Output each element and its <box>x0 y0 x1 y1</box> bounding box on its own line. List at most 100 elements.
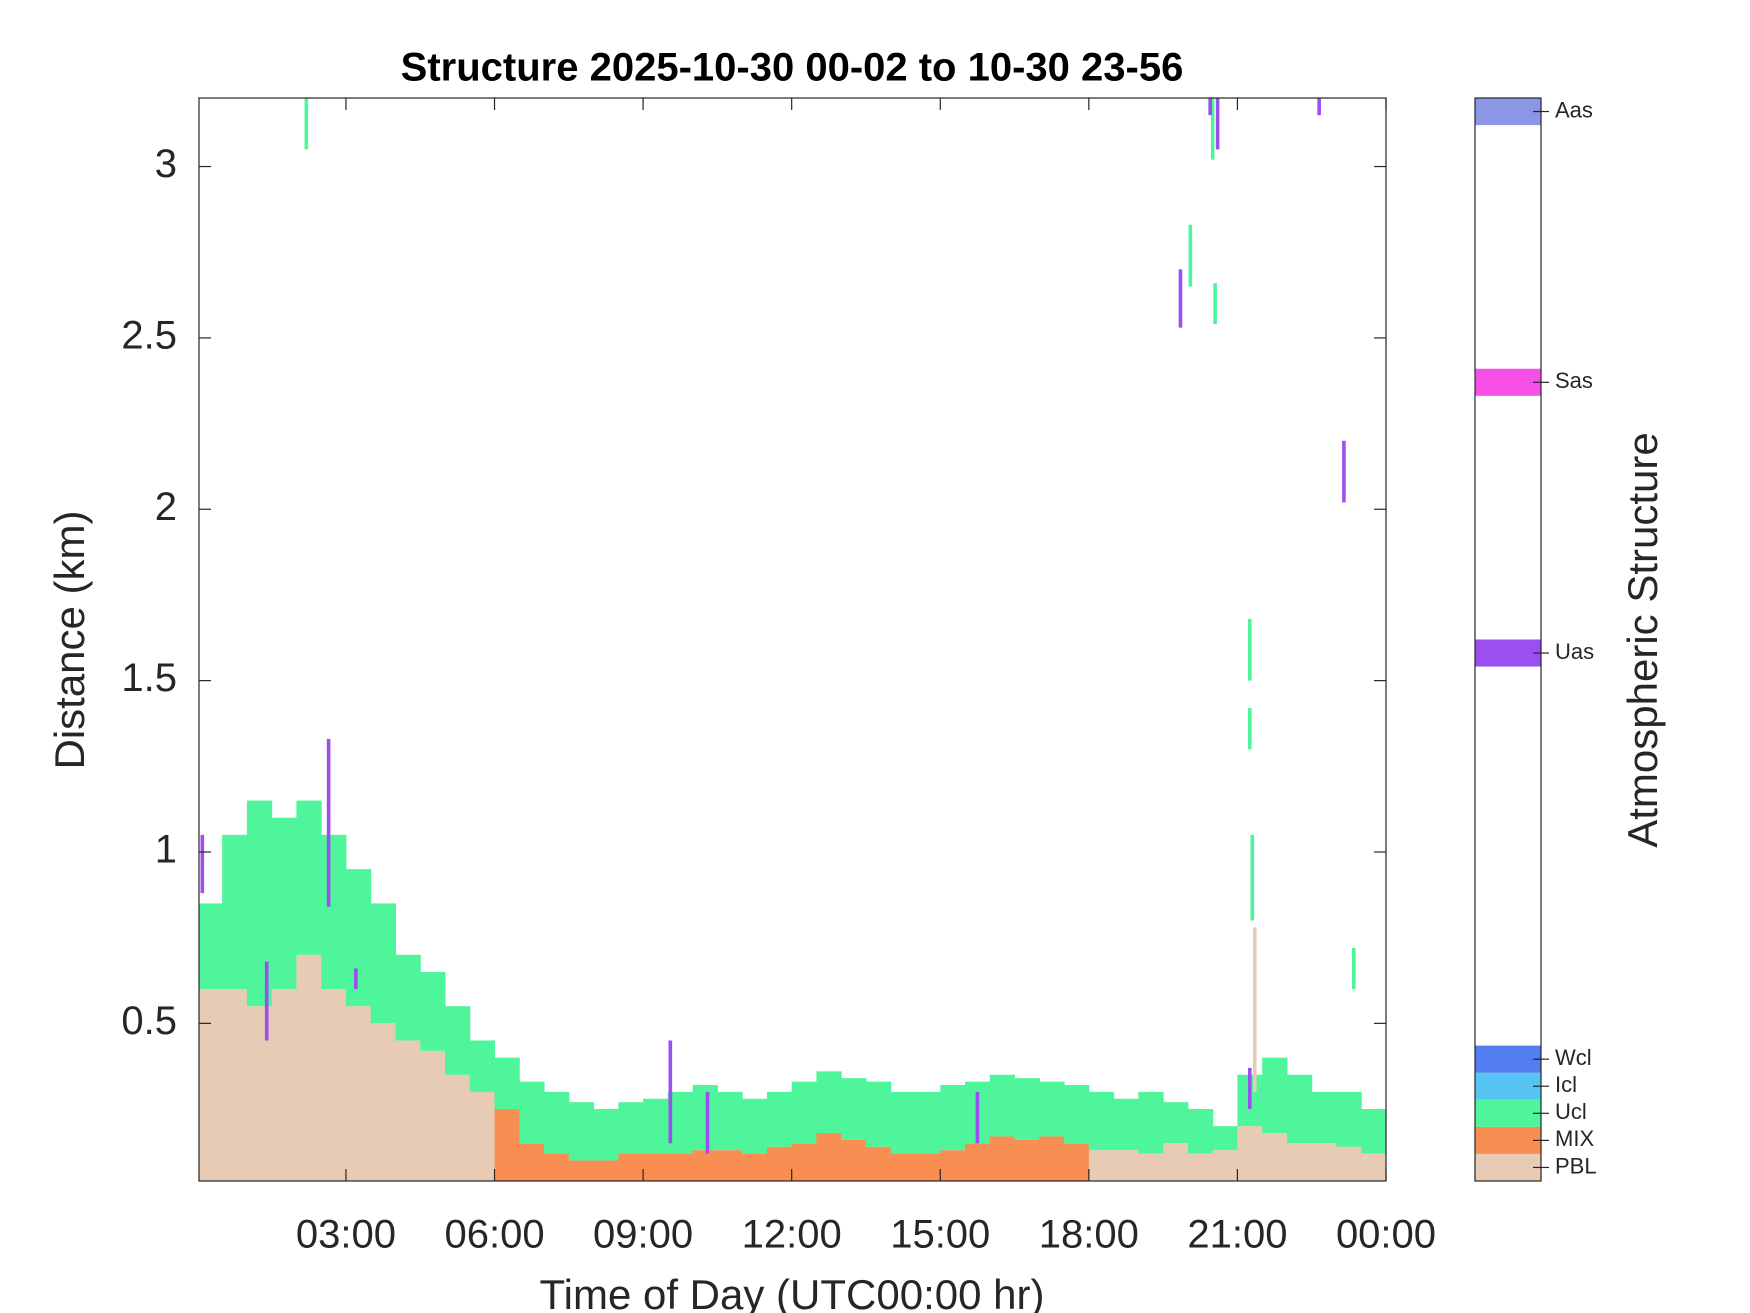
y-tick-label: 3 <box>155 142 177 186</box>
layer-cell <box>865 1081 892 1147</box>
layer-cell <box>444 1006 471 1075</box>
layer-cell <box>1286 1143 1313 1181</box>
layer-cell <box>940 1085 966 1151</box>
layer-cell <box>1286 1074 1313 1144</box>
layer-cell <box>1138 1091 1164 1154</box>
layer-cell <box>1262 1133 1288 1181</box>
streak <box>975 1091 980 1144</box>
layer-cell <box>494 1109 520 1181</box>
colorbar-band <box>1475 1072 1541 1100</box>
layer-cell <box>1163 1102 1189 1144</box>
layer-cell <box>841 1139 867 1181</box>
colorbar-band <box>1475 1045 1541 1073</box>
layer-cell <box>1187 1109 1214 1154</box>
layer-cell <box>1336 1091 1362 1147</box>
layer-cell <box>544 1091 570 1154</box>
streak <box>1188 224 1193 287</box>
layer-cell <box>544 1153 570 1181</box>
x-tick-label: 15:00 <box>890 1213 990 1257</box>
layer-cell <box>692 1085 718 1151</box>
y-tick-label: 2 <box>155 485 177 529</box>
layer-cell <box>1088 1091 1115 1151</box>
streak <box>1215 98 1220 150</box>
streak <box>354 968 358 990</box>
layer-cell <box>890 1091 916 1154</box>
layer-cell <box>568 1102 595 1161</box>
streak <box>1352 947 1356 990</box>
y-axis-label: Distance (km) <box>46 510 93 769</box>
layer-cell <box>692 1150 718 1181</box>
streak <box>1178 269 1183 328</box>
layer-cell <box>915 1153 941 1181</box>
layer-cell <box>519 1143 545 1181</box>
x-tick-label: 12:00 <box>742 1213 842 1257</box>
layer-cell <box>593 1160 619 1181</box>
streak <box>1248 618 1252 681</box>
layer-cell <box>370 903 396 1024</box>
layer-cell <box>321 989 347 1181</box>
layer-cell <box>395 1040 421 1181</box>
streak <box>1210 98 1215 160</box>
layer-cell <box>199 989 223 1181</box>
layer-cell <box>469 1091 496 1181</box>
layer-cell <box>890 1153 916 1181</box>
chart-title: Structure 2025-10-30 00-02 to 10-30 23-5… <box>401 46 1184 90</box>
layer-cell <box>989 1136 1016 1181</box>
layer-cell <box>1113 1150 1139 1181</box>
streak <box>1208 98 1212 116</box>
streak <box>1250 834 1255 921</box>
layer-cell <box>643 1098 669 1154</box>
layer-cell <box>568 1160 595 1181</box>
layer-cell <box>1212 1150 1238 1181</box>
layer-cell <box>296 954 322 1181</box>
streak <box>1317 98 1321 116</box>
x-tick-label: 06:00 <box>444 1213 544 1257</box>
x-axis-label: Time of Day (UTC00:00 hr) <box>540 1271 1045 1313</box>
layer-cell <box>1311 1143 1337 1181</box>
layer-cell <box>222 989 248 1181</box>
layer-cell <box>742 1153 768 1181</box>
layer-cell <box>816 1071 842 1134</box>
colorbar-tick-label: Ucl <box>1555 1099 1587 1124</box>
layer-cell <box>420 1050 446 1181</box>
layer-cell <box>915 1091 941 1154</box>
layer-cell <box>618 1153 644 1181</box>
y-tick-label: 0.5 <box>121 999 177 1043</box>
layer-cell <box>271 989 297 1181</box>
x-tick-label: 09:00 <box>593 1213 693 1257</box>
plot-frame <box>198 97 1387 1182</box>
layer-cell <box>717 1150 743 1181</box>
plot-area <box>199 98 1386 1181</box>
layer-cell <box>940 1150 966 1181</box>
streak <box>1213 283 1217 325</box>
streak <box>705 1091 710 1154</box>
layer-cell <box>841 1078 867 1140</box>
y-tick-label: 2.5 <box>121 313 177 357</box>
colorbar-tick-label: MIX <box>1555 1126 1594 1151</box>
layer-cell <box>1163 1143 1189 1181</box>
layer-cell <box>222 834 248 990</box>
layer-cell <box>1039 1081 1065 1137</box>
layer-cell <box>345 1006 372 1181</box>
layer-cell <box>1361 1153 1386 1181</box>
streak <box>304 98 309 150</box>
colorbar-tick-label: Wcl <box>1555 1045 1592 1070</box>
layer-cell <box>1113 1098 1139 1151</box>
streak <box>200 834 205 894</box>
layer-cell <box>519 1081 545 1144</box>
layer-cell <box>395 954 421 1041</box>
layer-cell <box>791 1143 817 1181</box>
layer-cell <box>469 1040 496 1092</box>
layer-cell <box>1212 1126 1238 1151</box>
colorbar-band <box>1475 639 1541 667</box>
layer-cell <box>816 1133 842 1181</box>
colorbar-band <box>1475 1153 1541 1181</box>
layer-cell <box>1014 1139 1040 1181</box>
streak <box>326 738 331 907</box>
layer-cell <box>420 971 446 1051</box>
layer-cell <box>791 1081 817 1144</box>
layer-cell <box>965 1143 991 1181</box>
layer-cell <box>296 800 322 955</box>
